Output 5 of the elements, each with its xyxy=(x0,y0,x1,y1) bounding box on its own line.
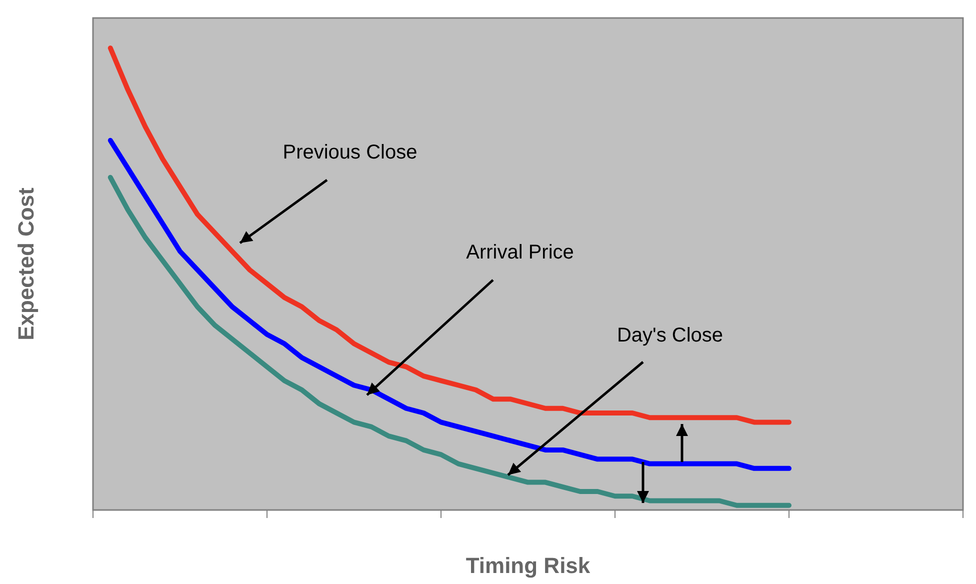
annotation: Previous Close xyxy=(282,142,418,164)
y-axis-title: Expected Cost xyxy=(13,186,38,340)
annotation: Day's Close xyxy=(616,324,724,348)
x-axis-title: Timing Risk xyxy=(466,552,591,578)
annotation: Arrival Price xyxy=(466,242,574,264)
